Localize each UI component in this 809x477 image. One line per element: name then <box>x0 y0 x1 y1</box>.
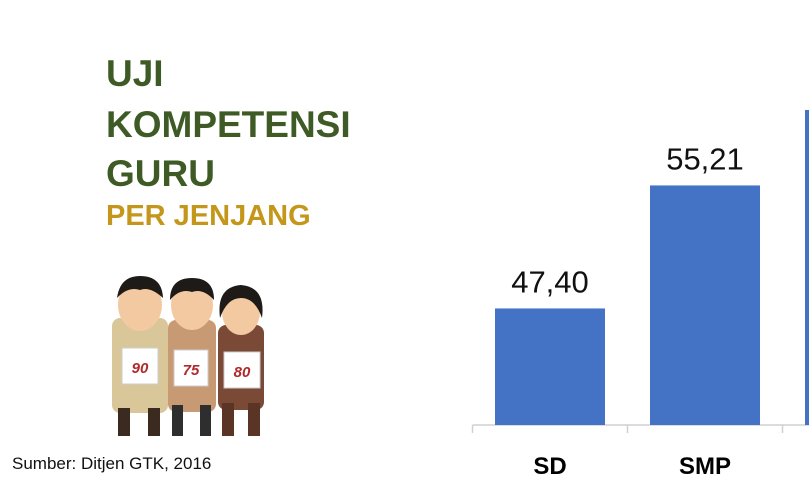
leg <box>200 405 211 436</box>
subtitle: PER JENJANG <box>106 200 311 232</box>
hair <box>219 285 263 318</box>
leg <box>118 408 130 436</box>
title-line: GURU <box>106 153 215 194</box>
hair <box>170 278 214 300</box>
head <box>118 279 162 331</box>
leg <box>148 408 160 436</box>
head <box>171 280 213 330</box>
bar <box>495 308 605 425</box>
sign-score: 75 <box>183 362 200 379</box>
value-label: 47,40 <box>511 264 589 299</box>
sign-score: 90 <box>132 360 149 377</box>
bar-chart: SD 47,40 SMP 55,21 <box>471 110 809 477</box>
sign-score: 80 <box>234 364 251 381</box>
leg <box>248 403 260 436</box>
source: Sumber: Ditjen GTK, 2016 <box>12 454 211 473</box>
leg <box>222 403 234 436</box>
x-tick-label: SD <box>533 453 566 477</box>
title-line: KOMPETENSI <box>106 104 351 145</box>
bar <box>805 110 809 425</box>
value-label: 55,21 <box>666 141 744 176</box>
illustration: 90 75 80 <box>112 276 264 436</box>
hair <box>117 276 163 298</box>
leg <box>172 405 183 436</box>
title-line: UJI <box>106 53 164 94</box>
sign <box>173 349 209 387</box>
bar <box>650 185 760 425</box>
sign <box>121 347 159 385</box>
x-tick-label: SMP <box>679 453 731 477</box>
sign <box>223 351 261 389</box>
